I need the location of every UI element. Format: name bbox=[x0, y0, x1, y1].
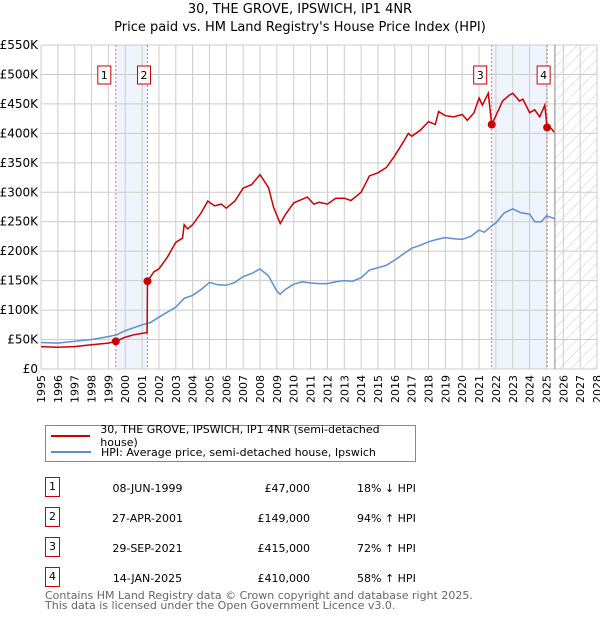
transaction-row: 4 14-JAN-2025 £410,000 58% ↑ HPI bbox=[45, 567, 465, 592]
sale-label-box bbox=[97, 65, 112, 85]
transaction-hpi-change: 58% ↑ HPI bbox=[357, 572, 416, 585]
y-tick-label: £50K bbox=[7, 333, 39, 347]
x-tick-label: 2022 bbox=[490, 375, 503, 403]
x-tick-label: 2021 bbox=[473, 375, 486, 403]
sale-period-shade bbox=[115, 45, 148, 369]
x-tick-label: 1998 bbox=[86, 375, 99, 403]
sale-point bbox=[543, 123, 552, 132]
x-tick-label: 1995 bbox=[35, 375, 48, 403]
y-tick-label: £100K bbox=[0, 303, 39, 317]
y-tick-label: £300K bbox=[0, 185, 39, 199]
transaction-date: 08-JUN-1999 bbox=[112, 482, 183, 495]
x-tick-label: 2017 bbox=[406, 375, 419, 403]
sale-label: 4 bbox=[540, 69, 547, 82]
x-tick-label: 1997 bbox=[69, 375, 82, 403]
x-tick-label: 2004 bbox=[187, 375, 200, 403]
sale-label-box bbox=[136, 65, 151, 85]
transaction-number: 2 bbox=[45, 507, 60, 527]
x-tick-label: 1996 bbox=[52, 375, 65, 403]
forecast-hatch bbox=[554, 45, 597, 369]
x-tick-label: 2018 bbox=[423, 375, 436, 403]
legend-label: 30, THE GROVE, IPSWICH, IP1 4NR (semi-de… bbox=[100, 423, 380, 449]
y-tick-label: £500K bbox=[0, 67, 39, 81]
transaction-price: £410,000 bbox=[257, 572, 311, 585]
x-tick-label: 2009 bbox=[271, 375, 284, 403]
y-tick-label: £0 bbox=[23, 362, 38, 376]
transaction-date: 27-APR-2001 bbox=[111, 512, 184, 525]
transaction-row: 3 29-SEP-2021 £415,000 72% ↑ HPI bbox=[45, 537, 465, 562]
x-tick-label: 2007 bbox=[237, 375, 250, 403]
x-tick-label: 2019 bbox=[439, 375, 452, 403]
x-tick-label: 2002 bbox=[153, 375, 166, 403]
transaction-number: 3 bbox=[45, 537, 60, 557]
transaction-hpi-change: 18% ↓ HPI bbox=[357, 482, 416, 495]
transaction-price: £47,000 bbox=[264, 482, 311, 495]
x-tick-label: 2024 bbox=[524, 375, 537, 403]
x-tick-label: 2015 bbox=[372, 375, 385, 403]
legend-swatch-red bbox=[51, 435, 91, 437]
x-tick-label: 2013 bbox=[338, 375, 351, 403]
y-tick-label: £250K bbox=[0, 215, 39, 229]
x-tick-label: 2006 bbox=[220, 375, 233, 403]
transaction-number: 4 bbox=[45, 567, 60, 587]
x-tick-label: 2001 bbox=[136, 375, 149, 403]
transaction-price: £415,000 bbox=[257, 542, 311, 555]
x-tick-label: 2005 bbox=[203, 375, 216, 403]
sale-period-shade bbox=[491, 45, 548, 369]
x-tick-label: 2012 bbox=[321, 375, 334, 403]
y-tick-label: £450K bbox=[0, 97, 39, 111]
y-tick-label: £200K bbox=[0, 244, 39, 258]
transaction-number: 1 bbox=[45, 477, 60, 497]
sale-point bbox=[143, 277, 152, 286]
property-price-line bbox=[40, 90, 555, 348]
legend-swatch-blue bbox=[51, 451, 91, 453]
x-tick-label: 2028 bbox=[591, 375, 600, 403]
footer-licence: This data is licensed under the Open Gov… bbox=[45, 599, 396, 612]
transaction-date: 29-SEP-2021 bbox=[112, 542, 183, 555]
chart-title: 30, THE GROVE, IPSWICH, IP1 4NR bbox=[187, 2, 413, 17]
transaction-price: £149,000 bbox=[257, 512, 311, 525]
price-chart: 1 2 3 4 1995 1996 1997 1998 1999 2000 2001 2002 2003… bbox=[0, 38, 600, 403]
legend-label: HPI: Average price, semi-detached house,… bbox=[101, 445, 376, 459]
sale-label: 2 bbox=[140, 69, 147, 82]
footer-copyright: Contains HM Land Registry data © Crown c… bbox=[45, 589, 473, 602]
legend-item-property: 30, THE GROVE, IPSWICH, IP1 4NR (semi-de… bbox=[51, 423, 415, 449]
x-tick-label: 2014 bbox=[355, 375, 368, 403]
x-tick-label: 2000 bbox=[119, 375, 132, 403]
legend-item-hpi: HPI: Average price, semi-detached house,… bbox=[51, 444, 376, 460]
x-tick-label: 2016 bbox=[389, 375, 402, 403]
transaction-row: 1 08-JUN-1999 £47,000 18% ↓ HPI bbox=[45, 477, 465, 502]
sale-label: 3 bbox=[477, 69, 484, 82]
sale-label-box bbox=[536, 65, 551, 85]
sale-point bbox=[111, 337, 120, 346]
x-tick-label: 2023 bbox=[507, 375, 520, 403]
sale-label-box bbox=[473, 65, 488, 85]
x-tick-label: 2010 bbox=[288, 375, 301, 403]
chart-subtitle: Price paid vs. HM Land Registry's House … bbox=[114, 20, 486, 35]
transaction-hpi-change: 72% ↑ HPI bbox=[357, 542, 416, 555]
x-tick-label: 2020 bbox=[456, 375, 469, 403]
sale-point bbox=[487, 120, 496, 129]
legend: 30, THE GROVE, IPSWICH, IP1 4NR (semi-de… bbox=[45, 423, 416, 462]
x-tick-label: 2008 bbox=[254, 375, 267, 403]
y-tick-label: £550K bbox=[0, 38, 39, 52]
y-tick-label: £150K bbox=[0, 274, 39, 288]
x-tick-label: 1999 bbox=[102, 375, 115, 403]
hpi-line bbox=[40, 207, 556, 344]
y-tick-label: £400K bbox=[0, 126, 39, 140]
transaction-row: 2 27-APR-2001 £149,000 94% ↑ HPI bbox=[45, 507, 465, 532]
transaction-date: 14-JAN-2025 bbox=[112, 572, 183, 585]
x-tick-label: 2026 bbox=[557, 375, 570, 403]
x-tick-label: 2027 bbox=[574, 375, 587, 403]
sale-label: 1 bbox=[101, 69, 108, 82]
x-tick-label: 2011 bbox=[305, 375, 318, 403]
x-tick-label: 2025 bbox=[540, 375, 553, 403]
x-tick-label: 2003 bbox=[170, 375, 183, 403]
y-tick-label: £350K bbox=[0, 156, 39, 170]
transaction-hpi-change: 94% ↑ HPI bbox=[357, 512, 416, 525]
